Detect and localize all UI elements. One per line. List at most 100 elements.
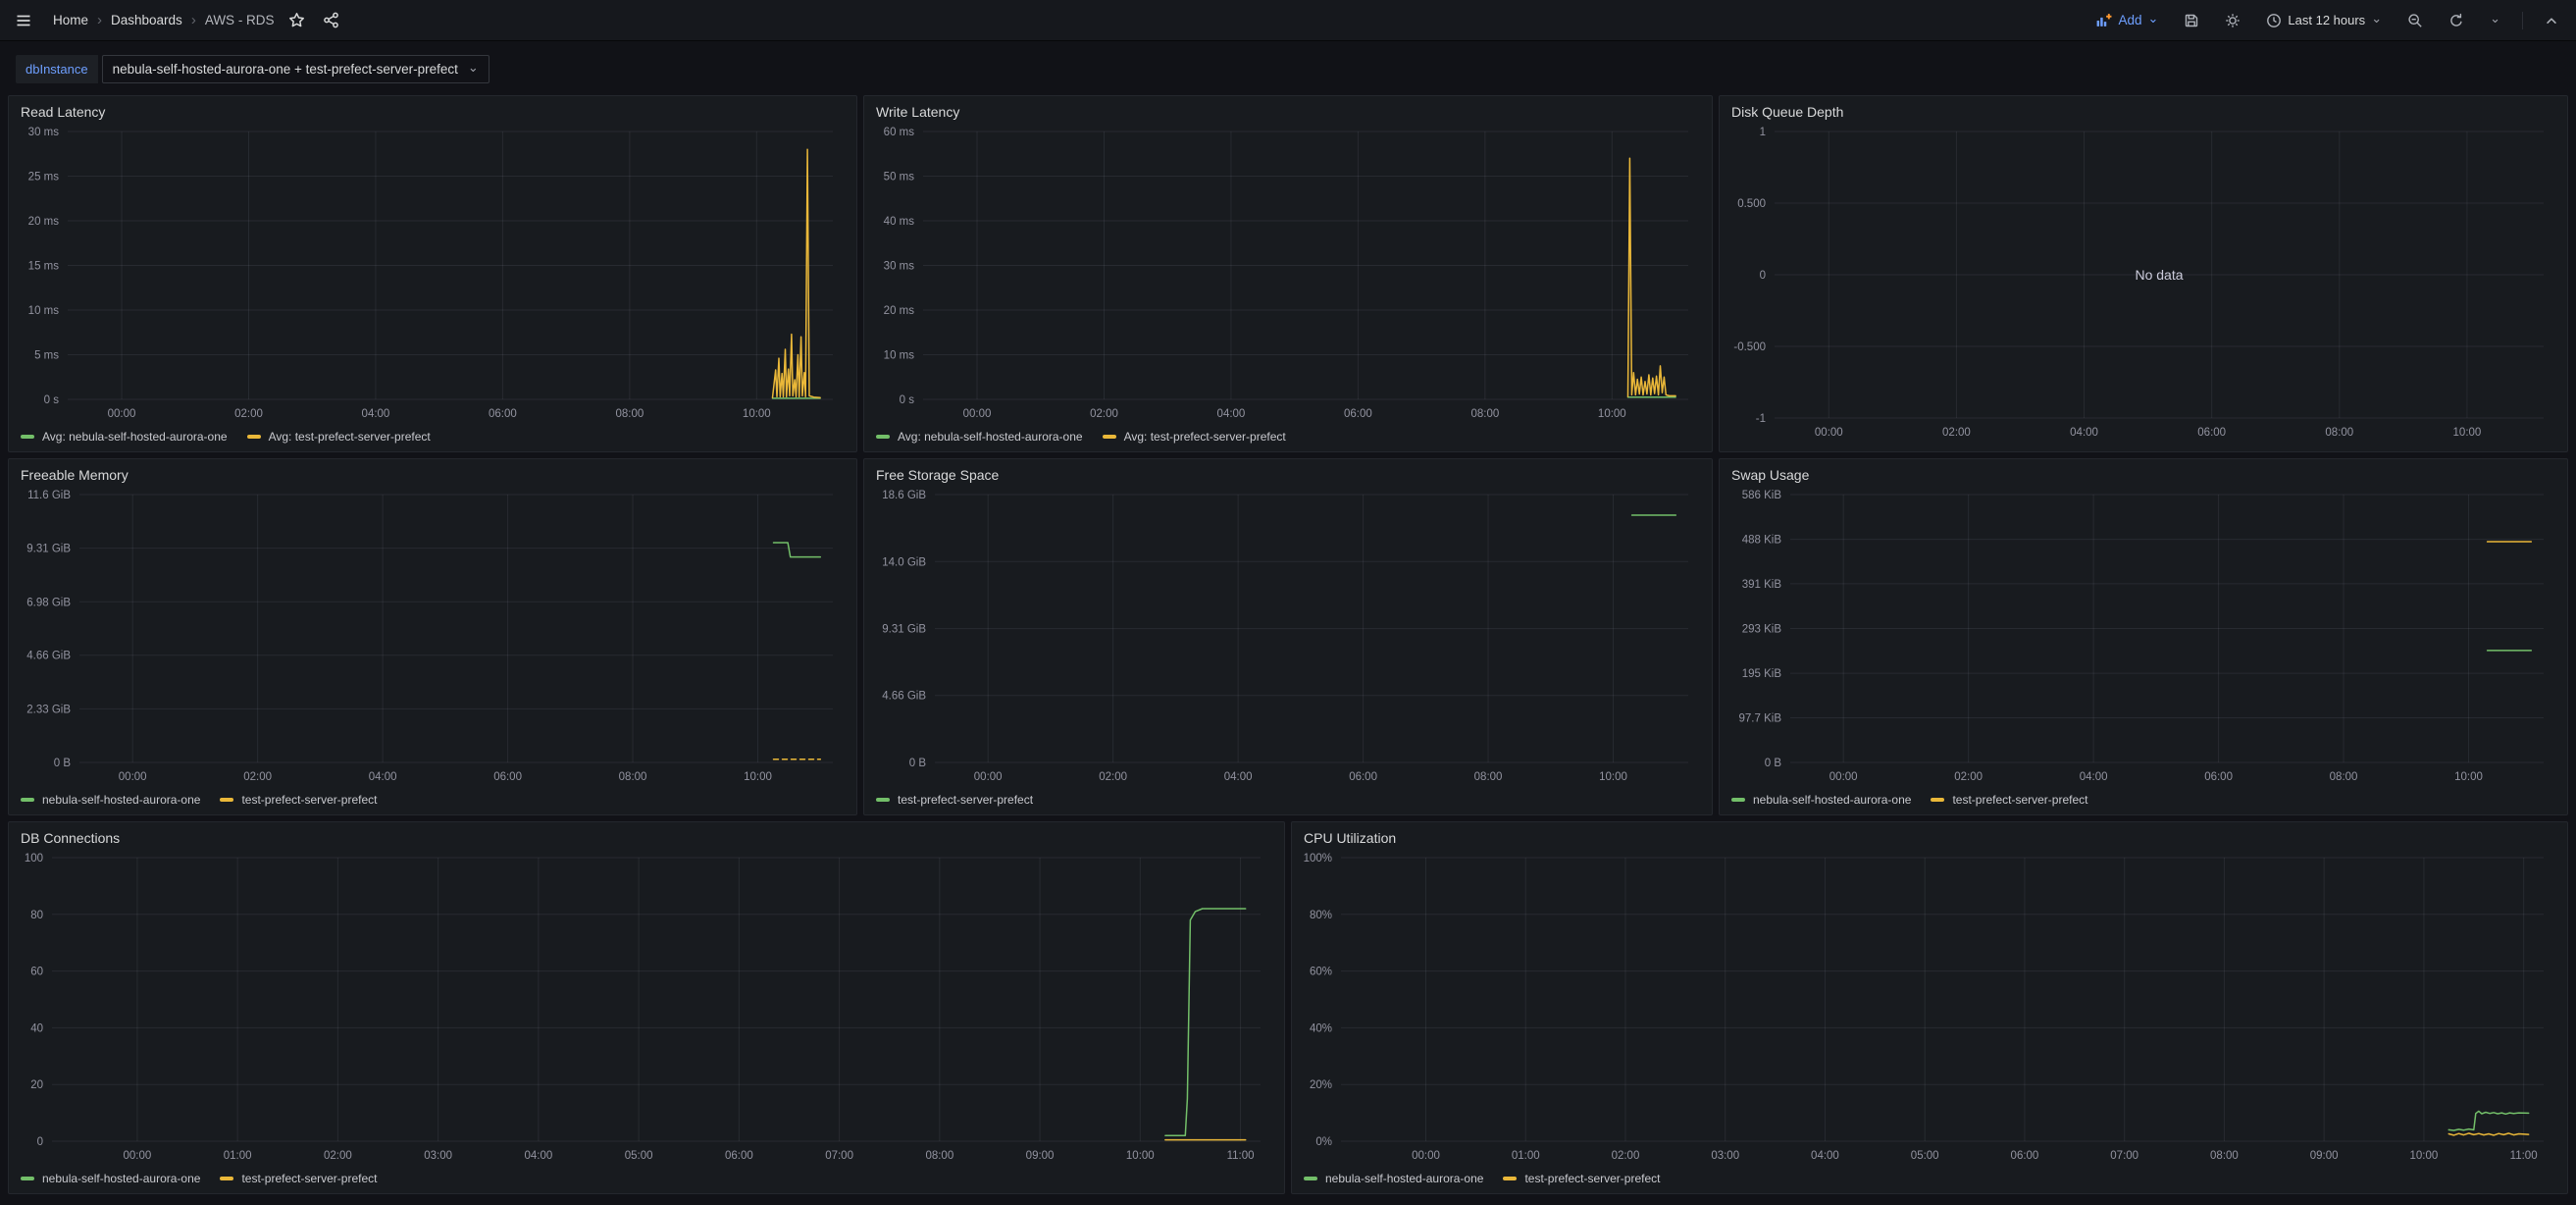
chart-svg: 00:00 02:00 04:00 06:00 08:00 10:00 0 B 2.33 Gi… [26,490,833,783]
legend-swatch [21,798,34,802]
y-axis-tick-label: 2.33 GiB [26,704,71,715]
legend-swatch [876,798,890,802]
refresh-interval-picker[interactable]: ⌄ [2486,10,2504,30]
x-axis-tick-label: 09:00 [1026,1150,1055,1162]
legend-item[interactable]: nebula-self-hosted-aurora-one [1731,793,1911,807]
legend-item[interactable]: nebula-self-hosted-aurora-one [21,1172,200,1185]
panel-title[interactable]: Freeable Memory [21,467,129,483]
x-axis-tick-label: 00:00 [108,408,136,420]
x-axis-tick-label: 08:00 [619,771,647,783]
series-line [772,542,822,558]
chart-freeable-memory[interactable]: 00:00 02:00 04:00 06:00 08:00 10:00 0 B 2.33 Gi… [19,487,847,788]
y-axis-tick-label: 18.6 GiB [882,490,926,501]
legend-item[interactable]: Avg: nebula-self-hosted-aurora-one [876,430,1083,444]
add-button-label: Add [2118,13,2142,27]
legend-item[interactable]: Avg: nebula-self-hosted-aurora-one [21,430,228,444]
x-axis-tick-label: 04:00 [2080,771,2108,783]
save-dashboard-button[interactable] [2180,9,2203,32]
legend-item[interactable]: nebula-self-hosted-aurora-one [21,793,200,807]
breadcrumb-dashboards[interactable]: Dashboards [111,13,182,27]
chevron-down-icon: ⌄ [2490,11,2500,26]
breadcrumb-separator-icon: › [97,12,103,28]
panel-title[interactable]: Write Latency [876,104,960,120]
chart-write-latency[interactable]: 00:00 02:00 04:00 06:00 08:00 10:00 0 s 10 ms 20… [874,124,1702,425]
menu-button[interactable] [12,9,35,32]
legend-item[interactable]: Avg: test-prefect-server-prefect [1102,430,1286,444]
series-line [1164,908,1247,1136]
x-axis-tick-label: 03:00 [424,1150,452,1162]
share-dashboard-button[interactable] [319,8,343,32]
y-axis-tick-label: 100% [1304,853,1332,864]
chart-free-storage-space[interactable]: 00:00 02:00 04:00 06:00 08:00 10:00 0 B 4.66 Gi… [874,487,1702,788]
x-axis-tick-label: 10:00 [1599,771,1627,783]
panel-title[interactable]: CPU Utilization [1304,830,1397,846]
y-axis-tick-label: 9.31 GiB [882,624,926,636]
legend-item[interactable]: test-prefect-server-prefect [1931,793,2087,807]
dashboard-settings-button[interactable] [2221,9,2244,32]
legend-item[interactable]: test-prefect-server-prefect [220,1172,377,1185]
y-axis-tick-label: 20 ms [28,216,60,228]
legend-swatch [1931,798,1945,802]
y-axis-tick-label: 80% [1310,910,1332,921]
legend-item[interactable]: test-prefect-server-prefect [876,793,1033,807]
y-axis-tick-label: 0 B [54,758,72,769]
y-axis-tick-label: 60 [30,967,43,978]
time-range-picker[interactable]: Last 12 hours ⌄ [2262,9,2386,32]
x-axis-tick-label: 00:00 [1412,1150,1440,1162]
series-line [2447,1110,2530,1131]
legend-swatch [220,1177,234,1180]
panel-title[interactable]: Free Storage Space [876,467,1000,483]
x-axis-tick-label: 10:00 [1598,408,1626,420]
share-icon [323,12,339,28]
variable-name-label: dbInstance [16,55,98,83]
refresh-dashboard-button[interactable] [2445,9,2468,32]
refresh-icon [2448,13,2464,28]
y-axis-tick-label: 11.6 GiB [27,490,71,501]
star-dashboard-button[interactable] [284,8,309,32]
y-axis-tick-label: 0 [37,1136,43,1148]
legend-label: nebula-self-hosted-aurora-one [1325,1172,1484,1185]
panel-title[interactable]: DB Connections [21,830,121,846]
legend-item[interactable]: test-prefect-server-prefect [220,793,377,807]
panel-title[interactable]: Read Latency [21,104,106,120]
panel-title[interactable]: Swap Usage [1731,467,1810,483]
chart-cpu-utilization[interactable]: 00:00 01:00 02:00 03:00 04:00 05:00 06:00 07:00… [1302,850,2557,1167]
y-axis-tick-label: 15 ms [28,261,60,273]
dashboard-grid: Read Latency 00:00 02:00 04:00 06:00 08:00 10… [8,95,2568,1194]
chart-disk-queue-depth[interactable]: 00:00 02:00 04:00 06:00 08:00 10:00 -1 -0.500 0 0… [1729,124,2557,444]
y-axis-tick-label: 20 [30,1079,43,1091]
y-axis-tick-label: 25 ms [28,172,60,183]
y-axis-tick-label: 0 B [1765,758,1782,769]
x-axis-tick-label: 06:00 [1349,771,1377,783]
legend-label: test-prefect-server-prefect [241,1172,378,1185]
legend-swatch [1503,1177,1518,1180]
breadcrumb: Home › Dashboards › AWS - RDS [53,13,275,27]
chart-swap-usage[interactable]: 00:00 02:00 04:00 06:00 08:00 10:00 0 B 97.7 Ki… [1729,487,2557,788]
breadcrumb-current-dashboard[interactable]: AWS - RDS [204,13,275,27]
x-axis-tick-label: 10:00 [2410,1150,2439,1162]
chart-svg: 00:00 01:00 02:00 03:00 04:00 05:00 06:00 07:00… [25,853,1261,1162]
collapse-controls-button[interactable] [2541,10,2562,31]
y-axis-tick-label: 10 ms [884,350,915,362]
y-axis-tick-label: 488 KiB [1742,535,1782,547]
x-axis-tick-label: 00:00 [1829,771,1858,783]
legend-item[interactable]: nebula-self-hosted-aurora-one [1304,1172,1483,1185]
breadcrumb-home[interactable]: Home [53,13,89,27]
add-button[interactable]: Add ⌄ [2091,8,2162,32]
panel-title[interactable]: Disk Queue Depth [1731,104,1844,120]
chevron-down-icon: ⌄ [2147,11,2159,26]
y-axis-tick-label: 30 ms [884,261,915,273]
y-axis-tick-label: 14.0 GiB [882,556,926,568]
legend-label: nebula-self-hosted-aurora-one [42,1172,201,1185]
zoom-out-time-button[interactable] [2403,9,2427,32]
chart-db-connections[interactable]: 00:00 01:00 02:00 03:00 04:00 05:00 06:00 07:00… [19,850,1274,1167]
legend: test-prefect-server-prefect [874,788,1702,807]
legend-item[interactable]: Avg: test-prefect-server-prefect [246,430,431,444]
variable-value-dropdown[interactable]: nebula-self-hosted-aurora-one + test-pre… [101,55,489,83]
chart-read-latency[interactable]: 00:00 02:00 04:00 06:00 08:00 10:00 0 s 5 ms 10 … [19,124,847,425]
y-axis-tick-label: 0 s [900,394,915,406]
legend-label: Avg: nebula-self-hosted-aurora-one [42,430,228,444]
legend-swatch [21,435,34,439]
legend-item[interactable]: test-prefect-server-prefect [1503,1172,1660,1185]
x-axis-tick-label: 08:00 [2210,1150,2239,1162]
